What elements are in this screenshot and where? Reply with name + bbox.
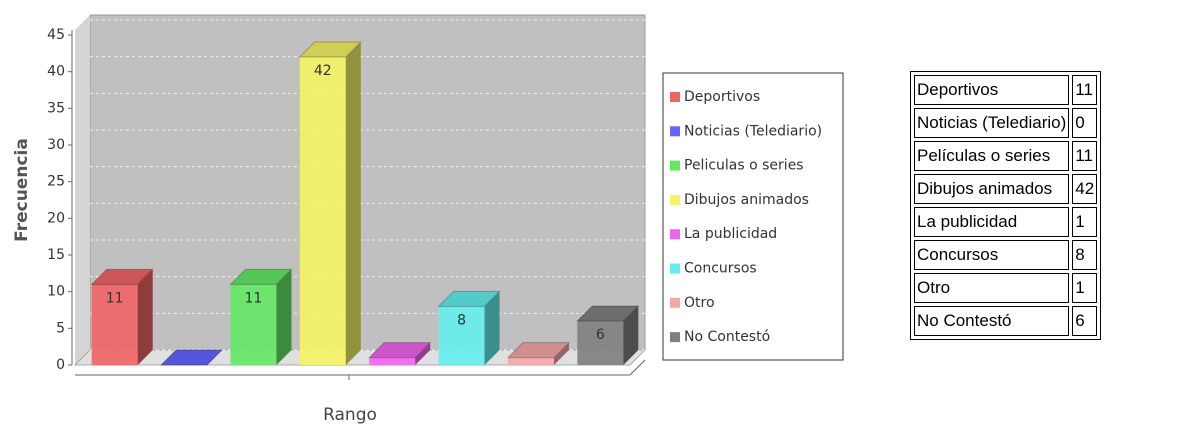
table-row: Películas o series 11 [914,141,1098,171]
label-cell: Concursos [914,240,1070,270]
table-row: Deportivos 11 [914,75,1098,105]
y-tick-label: 15 [47,247,65,263]
table-row: Concursos 8 [914,240,1098,270]
legend-swatch [670,160,680,171]
value-cell: 1 [1072,273,1098,303]
bar-top-shade [230,269,292,285]
legend-label: Noticias (Telediario) [684,123,822,139]
y-tick-label: 40 [47,64,65,80]
legend-swatch [670,229,680,240]
data-label: 11 [245,290,263,306]
legend-label: Dibujos animados [684,192,809,208]
bar-side [623,306,639,365]
value-cell: 0 [1072,108,1098,138]
bar [438,306,485,365]
legend-label: Peliculas o series [684,158,804,174]
label-cell: Deportivos [914,75,1070,105]
legend-swatch [670,297,680,308]
back-wall [89,14,646,351]
data-label: 8 [457,312,466,328]
bar-side-shade [137,269,153,365]
table-row: No Contestó 6 [914,306,1098,336]
legend-label: La publicidad [684,226,777,242]
y-tick-label: 0 [56,357,65,373]
x-axis-edge [629,359,646,376]
table-row: Noticias (Telediario) 0 [914,108,1098,138]
bar-top-shade [161,350,223,365]
label-cell: No Contestó [914,306,1070,336]
bar-side-shade [415,342,431,365]
label-cell: Otro [914,273,1070,303]
bar-side-shade [345,42,361,365]
value-cell: 42 [1072,174,1098,204]
chart: Frecuencia Rango 0 5 10 15 20 25 30 35 40 45 11 Dep… [12,14,844,425]
left-wall [75,15,90,365]
label-cell: Películas o series [914,141,1070,171]
legend-box [662,72,844,361]
value-cell: 11 [1072,141,1098,171]
y-tick-label: 45 [47,27,65,43]
bar-side [553,342,569,365]
bar-top-shade [369,342,431,358]
bar-top-shade [577,306,639,321]
label-cell: Dibujos animados [914,174,1070,204]
legend-label: No Contestó [684,329,770,345]
value-cell: 8 [1072,240,1098,270]
legend-label: Deportivos [684,89,760,105]
y-tick-label: 25 [47,174,65,190]
bar-side [137,269,153,365]
y-tick-label: 10 [47,284,65,300]
legend-swatch [670,263,680,274]
legend-swatch [670,194,680,205]
data-label: 11 [106,290,124,306]
y-tick-label: 5 [56,320,65,336]
bar-side [484,291,500,365]
bar-top-shade [299,42,361,57]
data-label: 42 [314,63,332,79]
data-label: 6 [596,327,605,343]
bar [369,357,416,365]
x-axis-title: Rango [323,405,377,425]
bar [507,357,554,365]
table-row: La publicidad 1 [914,207,1098,237]
legend-swatch [670,126,680,137]
bar [91,284,138,365]
bar-side [415,342,431,365]
bar-top-shade [438,291,500,307]
label-cell: Noticias (Telediario) [914,108,1070,138]
bar-side [345,42,361,365]
table: Deportivos 11 Noticias (Telediario) 0 Pelícu… [910,71,1102,340]
bar-side-shade [623,306,639,365]
bar-side-shade [553,342,569,365]
y-axis-title: Frecuencia [12,138,32,242]
bar-side-shade [484,291,500,365]
table-row: Otro 1 [914,273,1098,303]
legend-label: Otro [684,295,715,311]
legend-swatch [670,332,680,343]
value-cell: 6 [1072,306,1098,336]
table-row: Dibujos animados 42 [914,174,1098,204]
y-tick-label: 30 [47,137,65,153]
bar-side [276,269,292,365]
bar [230,284,277,365]
value-cell: 11 [1072,75,1098,105]
y-tick-label: 20 [47,210,65,226]
bar-side-shade [276,269,292,365]
legend-swatch [670,92,680,102]
bar-top-shade [507,342,569,358]
bar [577,321,624,365]
value-cell: 1 [1072,207,1098,237]
y-tick-label: 35 [47,100,65,116]
label-cell: La publicidad [914,207,1070,237]
bar [299,57,346,365]
bar-top-shade [91,269,153,285]
legend-label: Concursos [684,261,757,277]
